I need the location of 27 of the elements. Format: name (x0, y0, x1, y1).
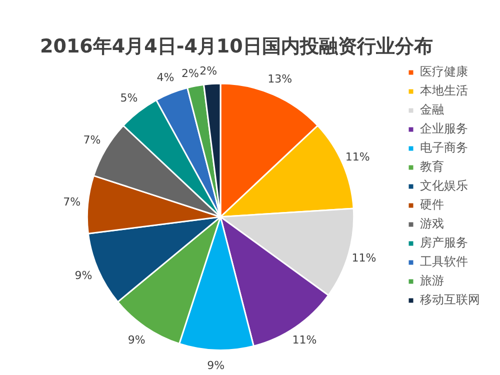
data-label: 7% (83, 134, 101, 147)
legend-label: 移动互联网 (420, 292, 480, 307)
legend-label: 工具软件 (420, 254, 468, 269)
legend-label: 电子商务 (420, 140, 468, 155)
legend-label: 游戏 (420, 216, 444, 231)
data-label: 4% (156, 70, 174, 84)
data-label: 11% (352, 251, 376, 264)
legend-label: 房产服务 (420, 236, 468, 250)
data-label: 11% (292, 333, 317, 346)
data-label: 11% (345, 150, 370, 164)
data-label: 9% (207, 359, 225, 372)
data-label: 7% (63, 196, 81, 209)
data-label: 2% (200, 64, 218, 78)
legend-label: 硬件 (420, 198, 444, 212)
data-label: 9% (74, 269, 92, 282)
chart-title: 2016年4月4日-4月10日国内投融资行业分布 (40, 35, 433, 58)
legend-label: 企业服务 (420, 122, 468, 136)
data-label: 9% (128, 333, 146, 346)
data-label: 13% (268, 72, 292, 86)
legend-label: 文化娱乐 (420, 178, 468, 193)
legend-label: 医疗健康 (420, 64, 468, 79)
legend-label: 金融 (420, 102, 444, 117)
legend-label: 本地生活 (420, 84, 468, 98)
data-label: 5% (120, 92, 138, 105)
data-label: 2% (182, 66, 199, 80)
legend-label: 教育 (420, 160, 444, 174)
legend-label: 旅游 (420, 274, 444, 288)
